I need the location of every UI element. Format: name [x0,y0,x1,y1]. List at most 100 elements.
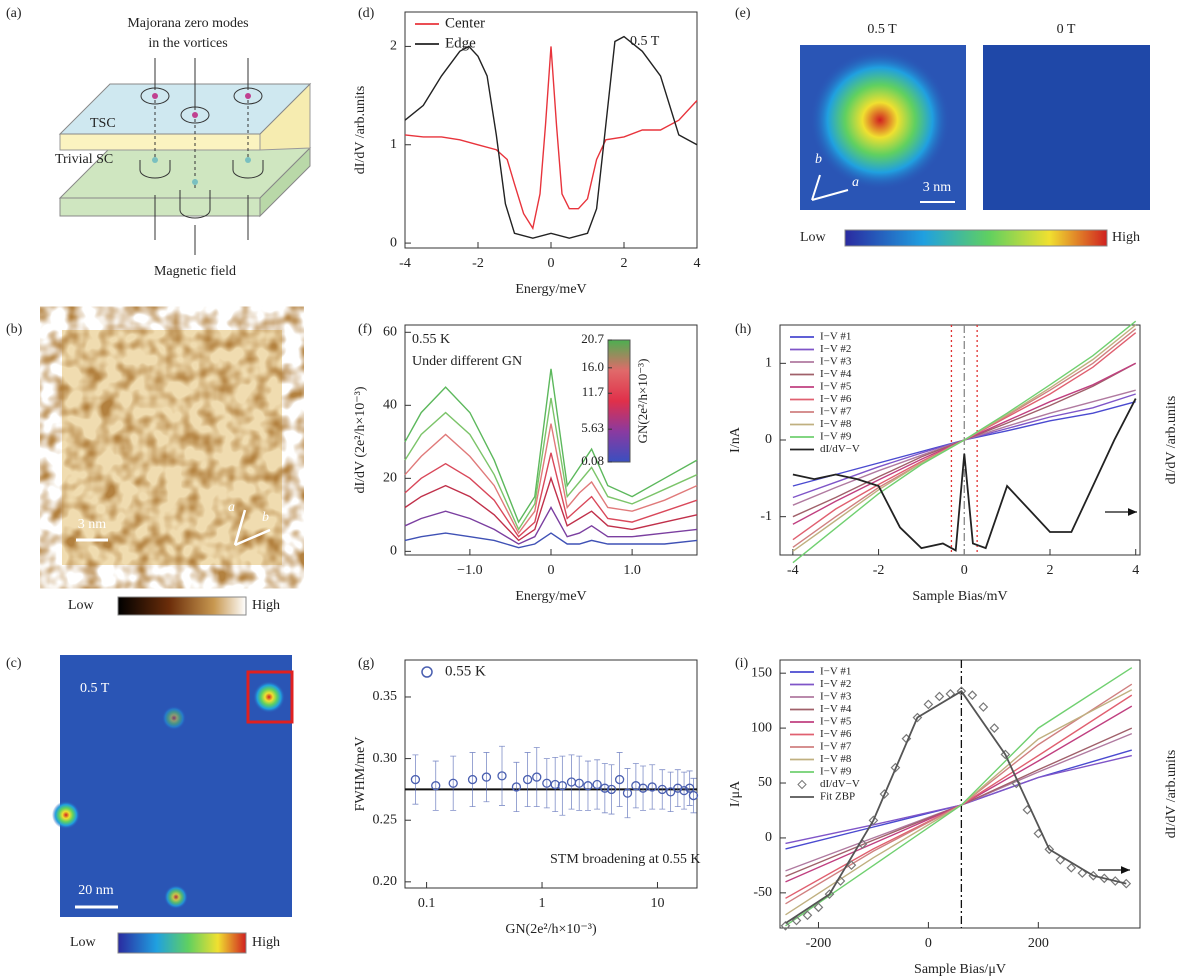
legend-label: I−V #3 [820,691,852,703]
x-axis-label: Energy/meV [515,282,586,297]
colorbar-tick-label: 16.0 [581,359,604,374]
panel-label: (i) [735,656,749,671]
error-bar [681,771,688,810]
y-tick-label: 0.35 [373,689,398,704]
colorbar-label: Low [70,935,97,950]
error-bar [674,769,681,808]
series-line [404,532,698,549]
x-axis-label: Energy/meV [515,589,586,604]
plot-frame [779,659,1141,929]
colorbar-tick-label: 20.7 [581,331,604,346]
data-point [647,782,657,792]
vortex [810,50,950,190]
layer-label: TSC [90,116,116,131]
error-bar [594,759,601,810]
legend-label: I−V #2 [820,678,851,690]
y-axis-label: I/μA [728,780,743,807]
error-bar [576,755,583,811]
data-point [592,779,602,790]
colorbar-tick-label: 0.08 [581,453,604,468]
y-axis-label: FWHM/meV [353,737,368,812]
error-bar [601,763,608,814]
x-tick-label: -2 [873,563,885,578]
x-tick-label: 1 [539,896,546,911]
error-bar [649,764,656,810]
highlight-box [246,670,294,724]
mzm [152,93,251,118]
panel-b: (b) 3 nm a b Low High [6,322,282,616]
diagram-title: in the vortices [148,36,227,51]
legend-label: I−V #1 [820,666,851,678]
data-point [638,783,648,793]
colorbar-label: GN(2e²/h×10⁻³) [635,359,650,444]
y2-axis-label: dI/dV /arb.units [1164,396,1179,484]
axis-name: a [852,175,859,190]
chart: (d) -4 -2 0 2 4 0 1 2 Energy/meV dI/dV /arb.units C… [353,6,700,297]
x-tick-label: 0.1 [418,896,436,911]
legend-label: I−V #8 [820,753,852,765]
legend-label: I−V #5 [820,716,852,728]
x-tick-label: 2 [621,256,628,271]
vortex [253,681,285,713]
x-tick-label: -2 [472,256,484,271]
series-line [404,423,698,535]
data-point [557,781,568,791]
data-point [824,889,835,900]
x-tick-label: 10 [650,896,664,911]
legend-label: dI/dV−V [820,443,860,455]
legend-label: I−V #2 [820,343,851,355]
y-tick-label: 1 [390,137,397,152]
colorbar [117,932,247,954]
data-point [673,783,683,793]
x-tick-label: 4 [694,256,701,271]
data-point [846,860,857,871]
panel-label: (b) [6,322,23,337]
map-image [983,45,1150,210]
y-tick-label: 40 [383,398,397,413]
sc-layer [259,146,311,218]
error-bar [616,752,623,808]
error-bar [608,764,615,815]
error-bar [533,747,540,808]
data-point [879,789,890,799]
vortex [52,801,80,829]
sc-layer [59,197,261,217]
y-tick-label: 60 [383,325,397,340]
series-line [792,398,1137,552]
error-bar [667,771,674,812]
y-tick-label: 0.20 [373,874,398,889]
panel-label: (h) [735,322,752,337]
plot-frame [404,659,698,889]
data-point [583,781,593,791]
y-tick-label: 1 [765,356,772,371]
y-tick-label: 50 [758,775,772,790]
x-axis-label: GN(2e²/h×10⁻³) [505,922,597,937]
y-tick-label: 0 [390,544,397,559]
data-point [934,691,945,702]
data-point [511,782,522,792]
axis-name: b [262,510,269,525]
data-point [481,772,492,782]
panel-label: (c) [6,656,22,671]
legend-marker [797,779,807,790]
error-bar [543,758,550,809]
legend-marker [421,666,433,678]
mzm [152,157,251,185]
error-bar [412,754,419,805]
legend-label: 0.55 K [445,663,486,679]
error-bar [686,770,693,806]
data-point [574,778,584,788]
annotation: Under different GN [412,354,522,369]
error-bar [568,754,575,810]
legend-label: Edge [445,35,476,51]
data-point [967,690,978,700]
lattice-axes [233,509,271,547]
data-point [688,790,699,801]
scale-label: 20 nm [78,883,114,898]
data-point [780,920,791,931]
data-point [1066,862,1077,873]
data-point [522,774,533,785]
error-bar [513,761,520,812]
chart: (f) −1.0 0 1.0 0 20 40 60 Energy/meV dI/dV (2e²/h… [353,322,698,604]
